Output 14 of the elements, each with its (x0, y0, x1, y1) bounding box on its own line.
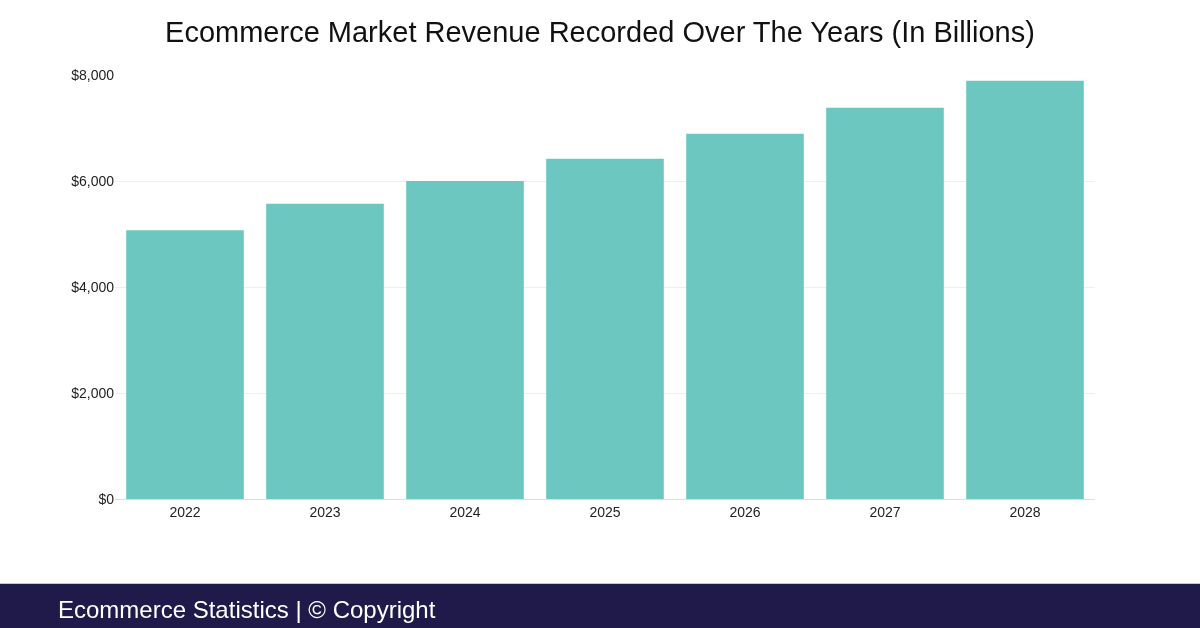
x-tick-label: 2026 (729, 503, 761, 520)
y-tick-label: $4,000 (71, 278, 115, 295)
x-tick-label: 2027 (869, 503, 901, 520)
y-tick-label: $0 (98, 490, 115, 507)
x-tick-label: 2022 (169, 503, 201, 520)
x-tick-label: 2028 (1009, 503, 1041, 520)
x-tick-label: 2023 (309, 503, 341, 520)
chart-title: Ecommerce Market Revenue Recorded Over The Years (In Billions) (165, 16, 1035, 49)
y-tick-label: $6,000 (71, 172, 115, 189)
x-tick-label: 2025 (589, 503, 621, 520)
x-tick-label: 2024 (449, 503, 481, 520)
text: Ecommerce Statistics | © Copyright (58, 596, 436, 623)
y-tick-label: $8,000 (71, 66, 115, 83)
y-tick-label: $2,000 (71, 384, 115, 401)
